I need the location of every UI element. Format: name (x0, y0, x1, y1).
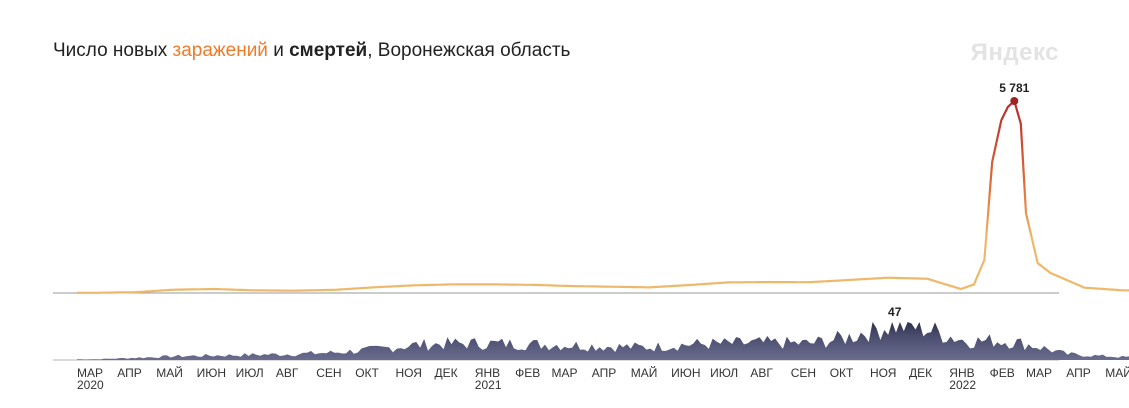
infections-peak-label: 5 781 (999, 81, 1029, 95)
title-part1: Число новых (53, 40, 173, 61)
chart-title: Число новых заражений и смертей, Воронеж… (53, 40, 571, 61)
year-label: 2020 (77, 378, 104, 392)
deaths-peak-label: 47 (888, 305, 902, 319)
month-tick-label: ИЮН (197, 366, 226, 380)
month-tick-label: ИЮН (671, 366, 700, 380)
infections-line-series (77, 99, 1129, 294)
deaths-area-series (77, 322, 1129, 360)
yandex-logo: Яндекс (971, 39, 1059, 66)
year-label: 2022 (949, 378, 976, 392)
month-tick-label: АПР (117, 366, 142, 380)
x-axis: МАР АПР МАЙ ИЮН ИЮЛ АВГ СЕН ОКТ НОЯ ДЕК ЯНВ ФЕВ МАР А… (77, 365, 1129, 392)
month-tick-label: НОЯ (870, 366, 896, 380)
month-tick-label: ЯНВ (949, 366, 974, 380)
month-tick-label: ОКТ (830, 366, 854, 380)
month-tick-label: МАР (77, 366, 103, 380)
title-deaths: смертей (289, 40, 367, 61)
month-tick-label: ОКТ (355, 366, 379, 380)
deaths-area (77, 322, 1129, 360)
month-tick-label: АВГ (276, 366, 299, 380)
month-tick-label: МАЙ (156, 365, 183, 380)
title-part2: и (268, 40, 289, 61)
month-tick-label: АПР (592, 366, 617, 380)
month-tick-label: СЕН (791, 366, 816, 380)
year-label: 2021 (475, 378, 502, 392)
month-tick-label: ИЮЛ (236, 366, 264, 380)
month-tick-label: ЯНВ (475, 366, 500, 380)
month-tick-label: ФЕВ (990, 366, 1015, 380)
month-tick-label: ИЮЛ (710, 366, 738, 380)
infections-line (77, 99, 1129, 294)
title-infections: заражений (173, 40, 268, 61)
month-tick-label: СЕН (316, 366, 341, 380)
month-tick-label: МАЙ (631, 365, 658, 380)
month-tick-label: МАЙ (1105, 365, 1129, 380)
peak-labels: 5 7811 910477 (888, 81, 1030, 319)
month-tick-label: АПР (1066, 366, 1091, 380)
infections-peak-dot (1010, 97, 1019, 105)
month-tick-label: ФЕВ (515, 366, 540, 380)
month-tick-label: МАР (1026, 366, 1052, 380)
month-tick-label: НОЯ (396, 366, 422, 380)
month-tick-label: МАР (552, 366, 578, 380)
month-tick-label: ДЕК (435, 366, 458, 380)
month-tick-label: АВГ (750, 366, 773, 380)
month-tick-label: ДЕК (909, 366, 932, 380)
title-part3: , Воронежская область (367, 40, 570, 61)
